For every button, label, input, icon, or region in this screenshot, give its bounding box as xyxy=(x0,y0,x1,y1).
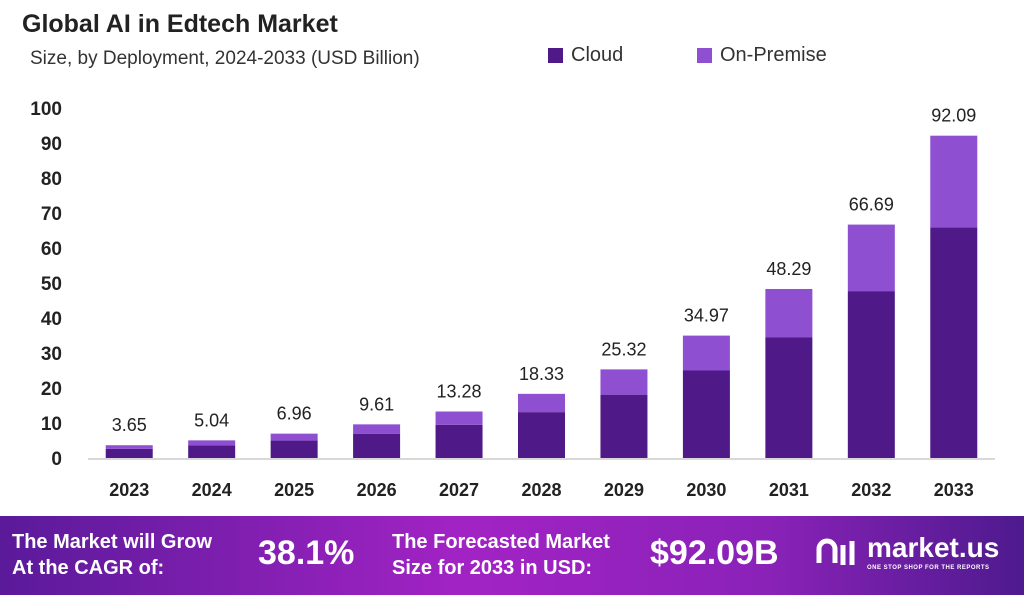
x-tick-label: 2023 xyxy=(109,480,149,500)
bar-cloud-2030 xyxy=(682,370,730,458)
x-tick-label: 2032 xyxy=(851,480,891,500)
legend-swatch-on-premise xyxy=(697,48,712,63)
cagr-value: 38.1% xyxy=(258,534,355,572)
total-label-2023: 3.65 xyxy=(112,415,147,435)
bar-on-premise-2030 xyxy=(682,335,730,371)
bar-on-premise-2023 xyxy=(105,445,153,449)
market-us-logo: market.us ONE STOP SHOP FOR THE REPORTS xyxy=(815,532,999,572)
bar-on-premise-2033 xyxy=(930,135,978,228)
x-tick-label: 2031 xyxy=(769,480,809,500)
y-tick-label: 90 xyxy=(41,134,62,155)
total-label-2033: 92.09 xyxy=(931,106,976,126)
cagr-label-line1: The Market will Grow xyxy=(12,531,213,553)
bar-cloud-2032 xyxy=(847,291,895,458)
y-tick-label: 50 xyxy=(41,274,62,295)
forecast-label: The Forecasted Market Size for 2033 in US… xyxy=(392,529,610,581)
bar-on-premise-2025 xyxy=(270,433,318,441)
y-tick-label: 30 xyxy=(41,344,62,365)
x-tick-label: 2033 xyxy=(934,480,974,500)
logo-tagline: ONE STOP SHOP FOR THE REPORTS xyxy=(867,565,990,571)
y-tick-label: 80 xyxy=(41,169,62,190)
total-label-2030: 34.97 xyxy=(684,306,729,326)
x-tick-label: 2027 xyxy=(439,480,479,500)
x-tick-label: 2026 xyxy=(357,480,397,500)
y-tick-label: 40 xyxy=(41,309,62,330)
bar-cloud-2026 xyxy=(353,433,401,458)
bar-cloud-2033 xyxy=(930,227,978,458)
y-tick-label: 20 xyxy=(41,379,62,400)
x-tick-label: 2028 xyxy=(521,480,561,500)
x-tick-label: 2029 xyxy=(604,480,644,500)
bar-cloud-2029 xyxy=(600,394,648,458)
total-label-2024: 5.04 xyxy=(194,410,229,430)
total-label-2026: 9.61 xyxy=(359,394,394,414)
bar-on-premise-2026 xyxy=(353,424,401,434)
total-label-2031: 48.29 xyxy=(766,259,811,279)
x-tick-label: 2030 xyxy=(686,480,726,500)
bar-cloud-2031 xyxy=(765,337,813,458)
legend-item-cloud: Cloud xyxy=(548,44,623,67)
total-label-2029: 25.32 xyxy=(601,339,646,359)
forecast-label-line1: The Forecasted Market xyxy=(392,531,610,553)
summary-banner: The Market will Grow At the CAGR of: 38.1… xyxy=(0,516,1024,595)
legend-swatch-cloud xyxy=(548,48,563,63)
total-label-2032: 66.69 xyxy=(849,195,894,215)
bar-on-premise-2027 xyxy=(435,411,483,425)
bar-on-premise-2028 xyxy=(518,393,565,413)
total-label-2025: 6.96 xyxy=(277,404,312,424)
y-tick-label: 60 xyxy=(41,239,62,260)
bar-cloud-2027 xyxy=(435,424,483,458)
y-tick-label: 10 xyxy=(41,414,62,435)
bar-cloud-2025 xyxy=(270,440,318,458)
y-tick-label: 0 xyxy=(51,449,62,470)
total-label-2028: 18.33 xyxy=(519,364,564,384)
x-tick-label: 2024 xyxy=(192,480,232,500)
total-label-2027: 13.28 xyxy=(437,382,482,402)
y-tick-label: 100 xyxy=(30,99,62,120)
bar-cloud-2023 xyxy=(105,448,153,458)
forecast-value: $92.09B xyxy=(650,534,779,572)
y-tick-label: 70 xyxy=(41,204,62,225)
bar-on-premise-2031 xyxy=(765,288,813,338)
x-tick-label: 2025 xyxy=(274,480,314,500)
forecast-label-line2: Size for 2033 in USD: xyxy=(392,557,593,579)
bar-cloud-2028 xyxy=(518,412,565,458)
logo-text: market.us ONE STOP SHOP FOR THE REPORTS xyxy=(867,532,999,572)
cagr-label: The Market will Grow At the CAGR of: xyxy=(12,529,212,581)
legend-label-on-premise: On-Premise xyxy=(720,44,827,66)
chart-subtitle: Size, by Deployment, 2024-2033 (USD Bill… xyxy=(30,48,420,69)
bar-cloud-2024 xyxy=(188,445,236,458)
bar-on-premise-2024 xyxy=(188,440,236,446)
bar-on-premise-2032 xyxy=(847,224,895,292)
legend-item-on-premise: On-Premise xyxy=(697,44,827,67)
bar-on-premise-2029 xyxy=(600,369,648,395)
logo-icon xyxy=(816,538,855,565)
legend-label-cloud: Cloud xyxy=(571,44,624,66)
chart-title: Global AI in Edtech Market xyxy=(22,10,338,38)
logo-name: market.us xyxy=(867,532,1000,563)
cagr-label-line2: At the CAGR of: xyxy=(12,557,165,579)
bar-chart: 01020304050607080901003.6520235.0420246.… xyxy=(30,99,995,500)
